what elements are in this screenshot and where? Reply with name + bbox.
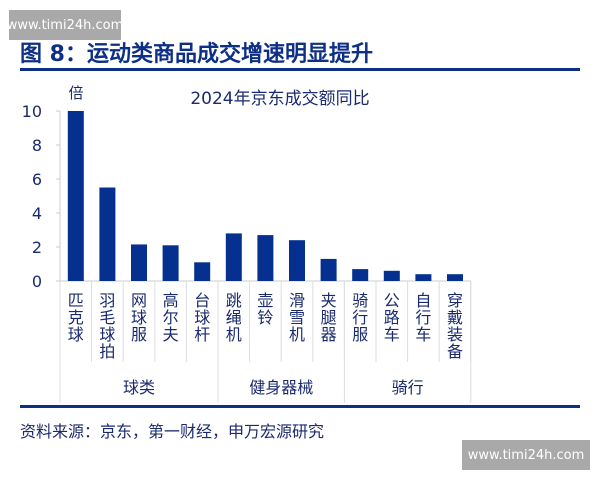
chart-title: 2024年京东成交额同比: [190, 89, 369, 109]
category-label: 网球服: [131, 291, 147, 344]
category-label: 穿戴装备: [447, 291, 463, 361]
bottom-rule: [20, 405, 580, 408]
category-label: 跳绳机: [226, 291, 242, 344]
category-label: 公路车: [384, 291, 400, 344]
bar-4: [162, 245, 179, 281]
category-label: 自行车: [415, 291, 431, 344]
bar-6: [225, 233, 242, 281]
group-label: 健身器械: [249, 378, 313, 397]
bar-12: [415, 274, 432, 281]
y-tick-label: 2: [32, 238, 42, 257]
bar-8: [289, 240, 305, 281]
category-label: 羽毛球拍: [99, 291, 115, 361]
category-label: 匹克球: [68, 291, 84, 344]
y-tick-label: 10: [22, 102, 42, 121]
bar-13: [447, 274, 463, 281]
bar-11: [383, 270, 400, 281]
bar-5: [194, 262, 211, 281]
bar-10: [352, 269, 369, 281]
category-label: 夹腿器: [321, 291, 337, 344]
group-label: 骑行: [392, 378, 424, 397]
watermark-bottom: www.timi24h.com: [462, 440, 590, 470]
watermark-top: www.timi24h.com: [7, 10, 123, 40]
group-label: 球类: [123, 378, 155, 397]
y-tick-label: 6: [32, 170, 42, 189]
bar-7: [257, 235, 274, 281]
bar-1: [67, 111, 84, 281]
bar-3: [131, 244, 147, 281]
title-rule: [20, 68, 580, 71]
source-note: 资料来源：京东，第一财经，申万宏源研究: [20, 422, 325, 441]
figure-title: 图 8：运动类商品成交增速明显提升: [20, 42, 373, 67]
category-label: 台球杆: [194, 291, 210, 344]
bar-9: [320, 258, 337, 281]
category-label: 滑雪机: [289, 291, 305, 344]
y-tick-label: 4: [32, 204, 42, 223]
bar-2: [99, 187, 116, 281]
y-tick-label: 0: [32, 272, 42, 291]
y-axis-unit: 倍: [68, 84, 83, 102]
y-tick-label: 8: [32, 136, 42, 155]
category-label: 壶铃: [257, 291, 273, 327]
category-label: 骑行服: [352, 291, 368, 344]
category-label: 高尔夫: [163, 291, 179, 344]
